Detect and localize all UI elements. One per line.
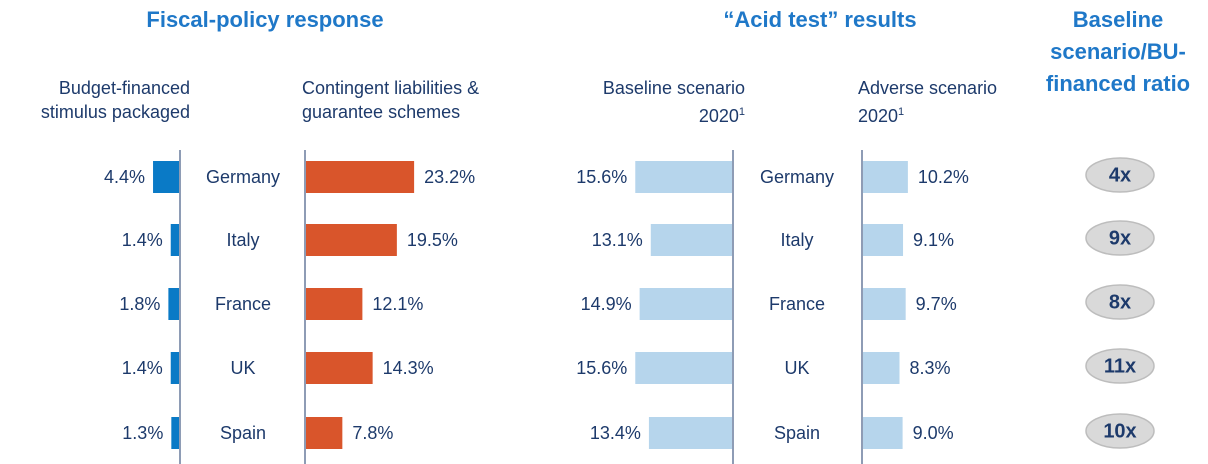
category-label: UK — [784, 358, 809, 378]
value-label: 23.2% — [424, 167, 475, 187]
value-label: 9.7% — [916, 294, 957, 314]
category-label: UK — [230, 358, 255, 378]
value-label: 8.3% — [910, 358, 951, 378]
value-label: 4.4% — [104, 167, 145, 187]
value-label: 1.3% — [122, 423, 163, 443]
bar — [635, 352, 732, 384]
value-label: 9.0% — [913, 423, 954, 443]
title-text: Baseline scenario 2020 — [602, 78, 745, 126]
ratio-label: 10x — [1103, 420, 1136, 442]
value-label: 15.6% — [576, 167, 627, 187]
bar — [863, 224, 904, 256]
value-label: 1.4% — [122, 230, 163, 250]
bar — [650, 224, 732, 256]
bar — [170, 352, 179, 384]
ratio-label: 9x — [1109, 227, 1131, 249]
value-label: 19.5% — [407, 230, 458, 250]
category-label: Italy — [780, 230, 813, 250]
value-label: 10.2% — [918, 167, 969, 187]
ratio-pill — [1085, 348, 1155, 384]
ratio-pill — [1085, 157, 1155, 193]
ratio-title: Baseline scenario/BU-financed ratio — [1045, 7, 1191, 96]
category-label: France — [215, 294, 271, 314]
group-title: “Acid test” results — [723, 7, 917, 32]
category-label: Spain — [220, 423, 266, 443]
value-label: 13.1% — [592, 230, 643, 250]
ratio-label: 8x — [1109, 291, 1131, 313]
ratio-label: 11x — [1104, 355, 1136, 377]
chart-title: Adverse scenario 20201 — [858, 76, 1018, 128]
ratio-pill — [1085, 284, 1155, 320]
bar — [306, 161, 415, 193]
bar — [306, 288, 363, 320]
bar — [170, 224, 179, 256]
value-label: 9.1% — [913, 230, 954, 250]
value-label: 14.9% — [581, 294, 632, 314]
footnote-mark: 1 — [898, 106, 905, 118]
bar — [306, 224, 397, 256]
ratio-pill — [1085, 413, 1155, 449]
bar — [306, 352, 373, 384]
category-label: Germany — [760, 167, 834, 187]
bar — [648, 417, 732, 449]
value-label: 1.4% — [122, 358, 163, 378]
value-label: 1.8% — [119, 294, 160, 314]
bar — [863, 417, 903, 449]
value-label: 15.6% — [576, 358, 627, 378]
chart-title: Baseline scenario 20201 — [565, 76, 745, 128]
category-label: Italy — [226, 230, 259, 250]
chart-title: Contingent liabilities & guarantee schem… — [302, 78, 480, 122]
value-label: 13.4% — [590, 423, 641, 443]
chart-title: Budget-financed stimulus packaged — [40, 78, 190, 122]
category-label: Spain — [774, 423, 820, 443]
bar — [171, 417, 179, 449]
bar — [863, 161, 908, 193]
category-label: France — [769, 294, 825, 314]
category-label: Germany — [206, 167, 280, 187]
bar — [306, 417, 343, 449]
footnote-mark: 1 — [738, 106, 745, 118]
bar — [153, 161, 179, 193]
bar — [863, 288, 906, 320]
bar — [635, 161, 732, 193]
value-label: 12.1% — [372, 294, 423, 314]
bar — [863, 352, 900, 384]
value-label: 14.3% — [383, 358, 434, 378]
bar — [639, 288, 732, 320]
title-text: Adverse scenario 2020 — [858, 78, 998, 126]
value-label: 7.8% — [352, 423, 393, 443]
bar — [168, 288, 179, 320]
group-title: Fiscal-policy response — [146, 7, 384, 32]
ratio-pill — [1085, 220, 1155, 256]
ratio-label: 4x — [1109, 164, 1131, 186]
